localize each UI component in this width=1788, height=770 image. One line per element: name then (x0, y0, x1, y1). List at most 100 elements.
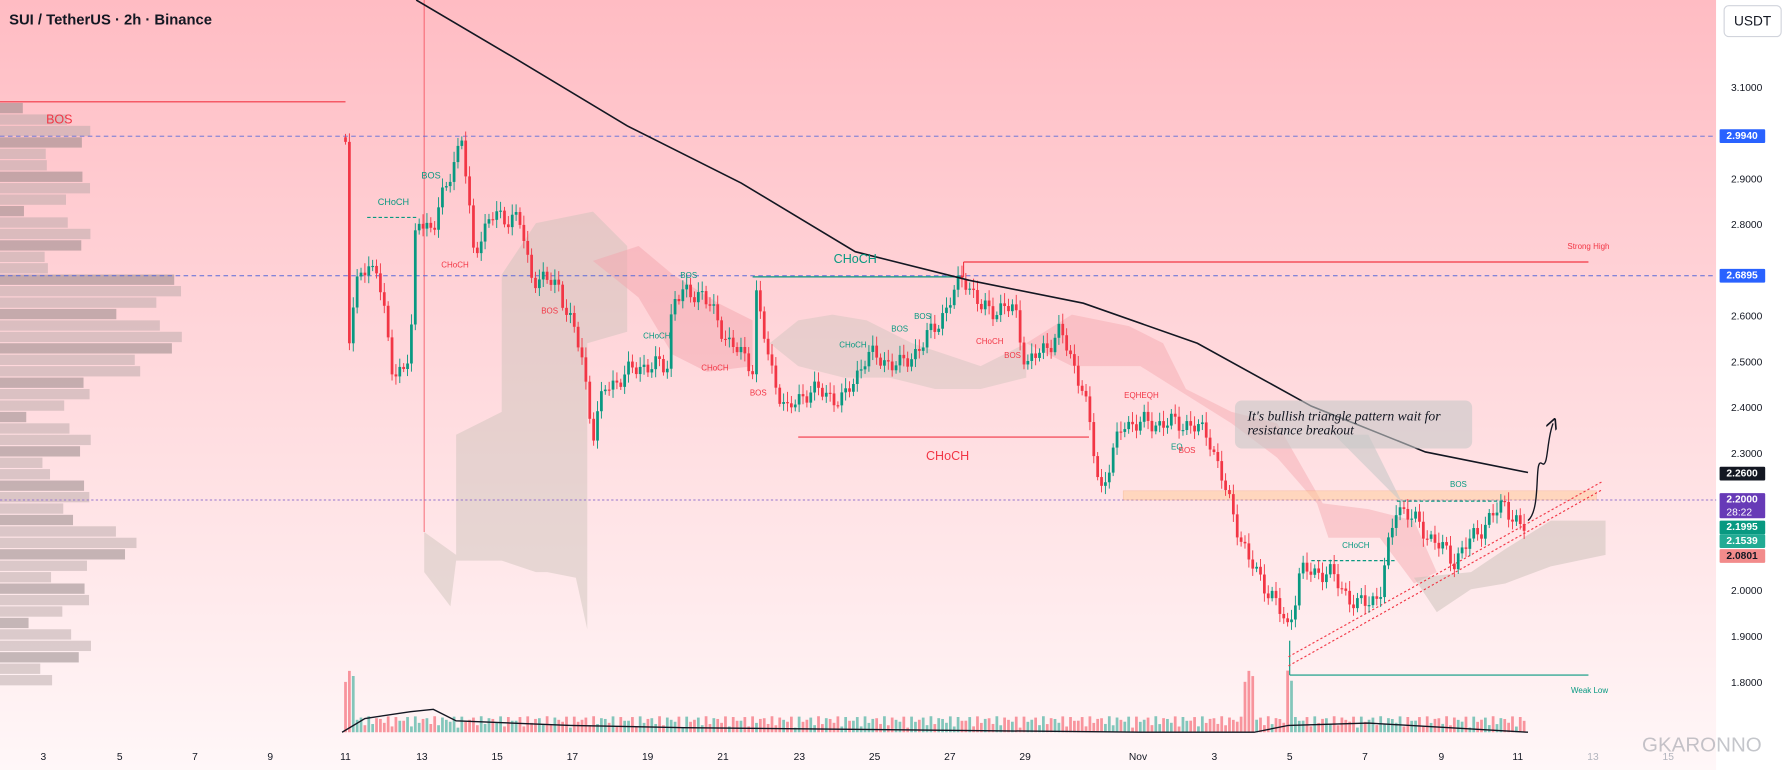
volume-bar (898, 721, 902, 733)
candle-body (351, 307, 355, 344)
volume-bar (1468, 727, 1472, 733)
structure-label: CHoCH (701, 364, 729, 373)
volume-bar (549, 725, 553, 733)
candle-body (1204, 422, 1208, 438)
candle-body (615, 380, 619, 383)
volume-bar (793, 727, 797, 733)
price-badge-label: 2.1539 (1726, 536, 1758, 547)
candle-body (1034, 353, 1037, 358)
candle-body (456, 145, 460, 163)
time-tick-label: 23 (794, 752, 806, 763)
candle-body (1200, 422, 1204, 425)
volume-bar (421, 718, 425, 733)
candle-body (925, 330, 929, 348)
candle-body (619, 382, 623, 387)
volume-bar (1212, 718, 1216, 733)
candle-body (1228, 490, 1231, 495)
candle-body (902, 354, 906, 359)
candle-body (537, 279, 541, 289)
candle-body (1177, 416, 1181, 431)
price-badge (1719, 520, 1766, 535)
volume-bar (894, 719, 898, 733)
volume-bar (979, 722, 983, 733)
candle-body (828, 392, 832, 394)
volume-bar (948, 716, 952, 733)
candle-body (1166, 425, 1169, 428)
candle-body (1394, 515, 1398, 528)
volume-bar (1309, 726, 1313, 733)
candle-body (937, 328, 941, 332)
time-tick-label: 13 (416, 752, 428, 763)
volume-bar (817, 716, 820, 733)
candle-body (1045, 343, 1049, 348)
candle-body (813, 381, 817, 393)
profile-bar (0, 286, 182, 297)
candle-body (592, 418, 596, 441)
candle-body (1251, 559, 1255, 569)
volume-bar (569, 727, 572, 733)
volume-bar (441, 717, 444, 733)
candle-body (654, 356, 658, 370)
price-badge-label: 2.2600 (1726, 468, 1758, 479)
volume-bar (592, 716, 596, 733)
volume-bar (1131, 727, 1134, 733)
volume-bar (1010, 721, 1014, 733)
candle-body (774, 365, 778, 388)
candle-body (1390, 527, 1394, 538)
volume-bar (1483, 717, 1487, 733)
volume-bar (762, 718, 766, 733)
time-tick-label: 15 (491, 752, 503, 763)
volume-bar (1169, 722, 1173, 733)
candle-body (402, 366, 406, 370)
volume-bar (976, 716, 979, 733)
price-badge-label: 2.6895 (1726, 270, 1758, 281)
volume-bar (1065, 726, 1069, 733)
volume-bar (1135, 716, 1138, 733)
profile-bar (0, 160, 47, 171)
price-badge (1719, 268, 1766, 283)
volume-bar (941, 718, 944, 733)
volume-bar (1166, 718, 1169, 733)
volume-bar (685, 716, 689, 733)
candle-body (1309, 571, 1313, 575)
candle-body (348, 141, 351, 344)
candle-body (689, 284, 692, 298)
candle-body (859, 369, 863, 371)
candle-body (1038, 352, 1041, 358)
candle-body (514, 212, 518, 215)
profile-bar (0, 617, 29, 629)
candle-body (1297, 573, 1301, 606)
candle-body (809, 392, 813, 403)
time-tick-label: 11 (340, 752, 351, 763)
candle-body (565, 307, 568, 315)
candle-body (1266, 593, 1270, 599)
structure-label: BOS (541, 306, 558, 315)
volume-bar (1429, 722, 1433, 733)
volume-bar (1359, 716, 1363, 733)
candle-body (976, 290, 979, 304)
candle-body (522, 224, 526, 241)
volume-bar (902, 716, 906, 733)
candle-body (1402, 507, 1406, 509)
profile-bar (0, 640, 91, 652)
currency-label[interactable]: USDT (1734, 13, 1772, 28)
volume-bar (479, 716, 483, 733)
cloud-area (1413, 520, 1606, 613)
candle-body (1305, 562, 1309, 572)
candle-body (735, 347, 739, 353)
candle-body (867, 351, 871, 367)
volume-bar (867, 722, 871, 733)
candle-body (1425, 538, 1429, 540)
volume-bar (359, 717, 363, 733)
volume-bar (689, 721, 692, 733)
volume-bar (487, 718, 491, 733)
candle-body (1294, 605, 1297, 620)
candle-body (1154, 425, 1158, 432)
candle-body (1437, 542, 1441, 549)
candle-body (588, 381, 592, 419)
candle-body (398, 366, 402, 377)
currency-button[interactable] (1723, 5, 1782, 38)
candle-body (452, 162, 456, 182)
volume-bar (425, 718, 429, 733)
price-badge (1719, 129, 1766, 144)
